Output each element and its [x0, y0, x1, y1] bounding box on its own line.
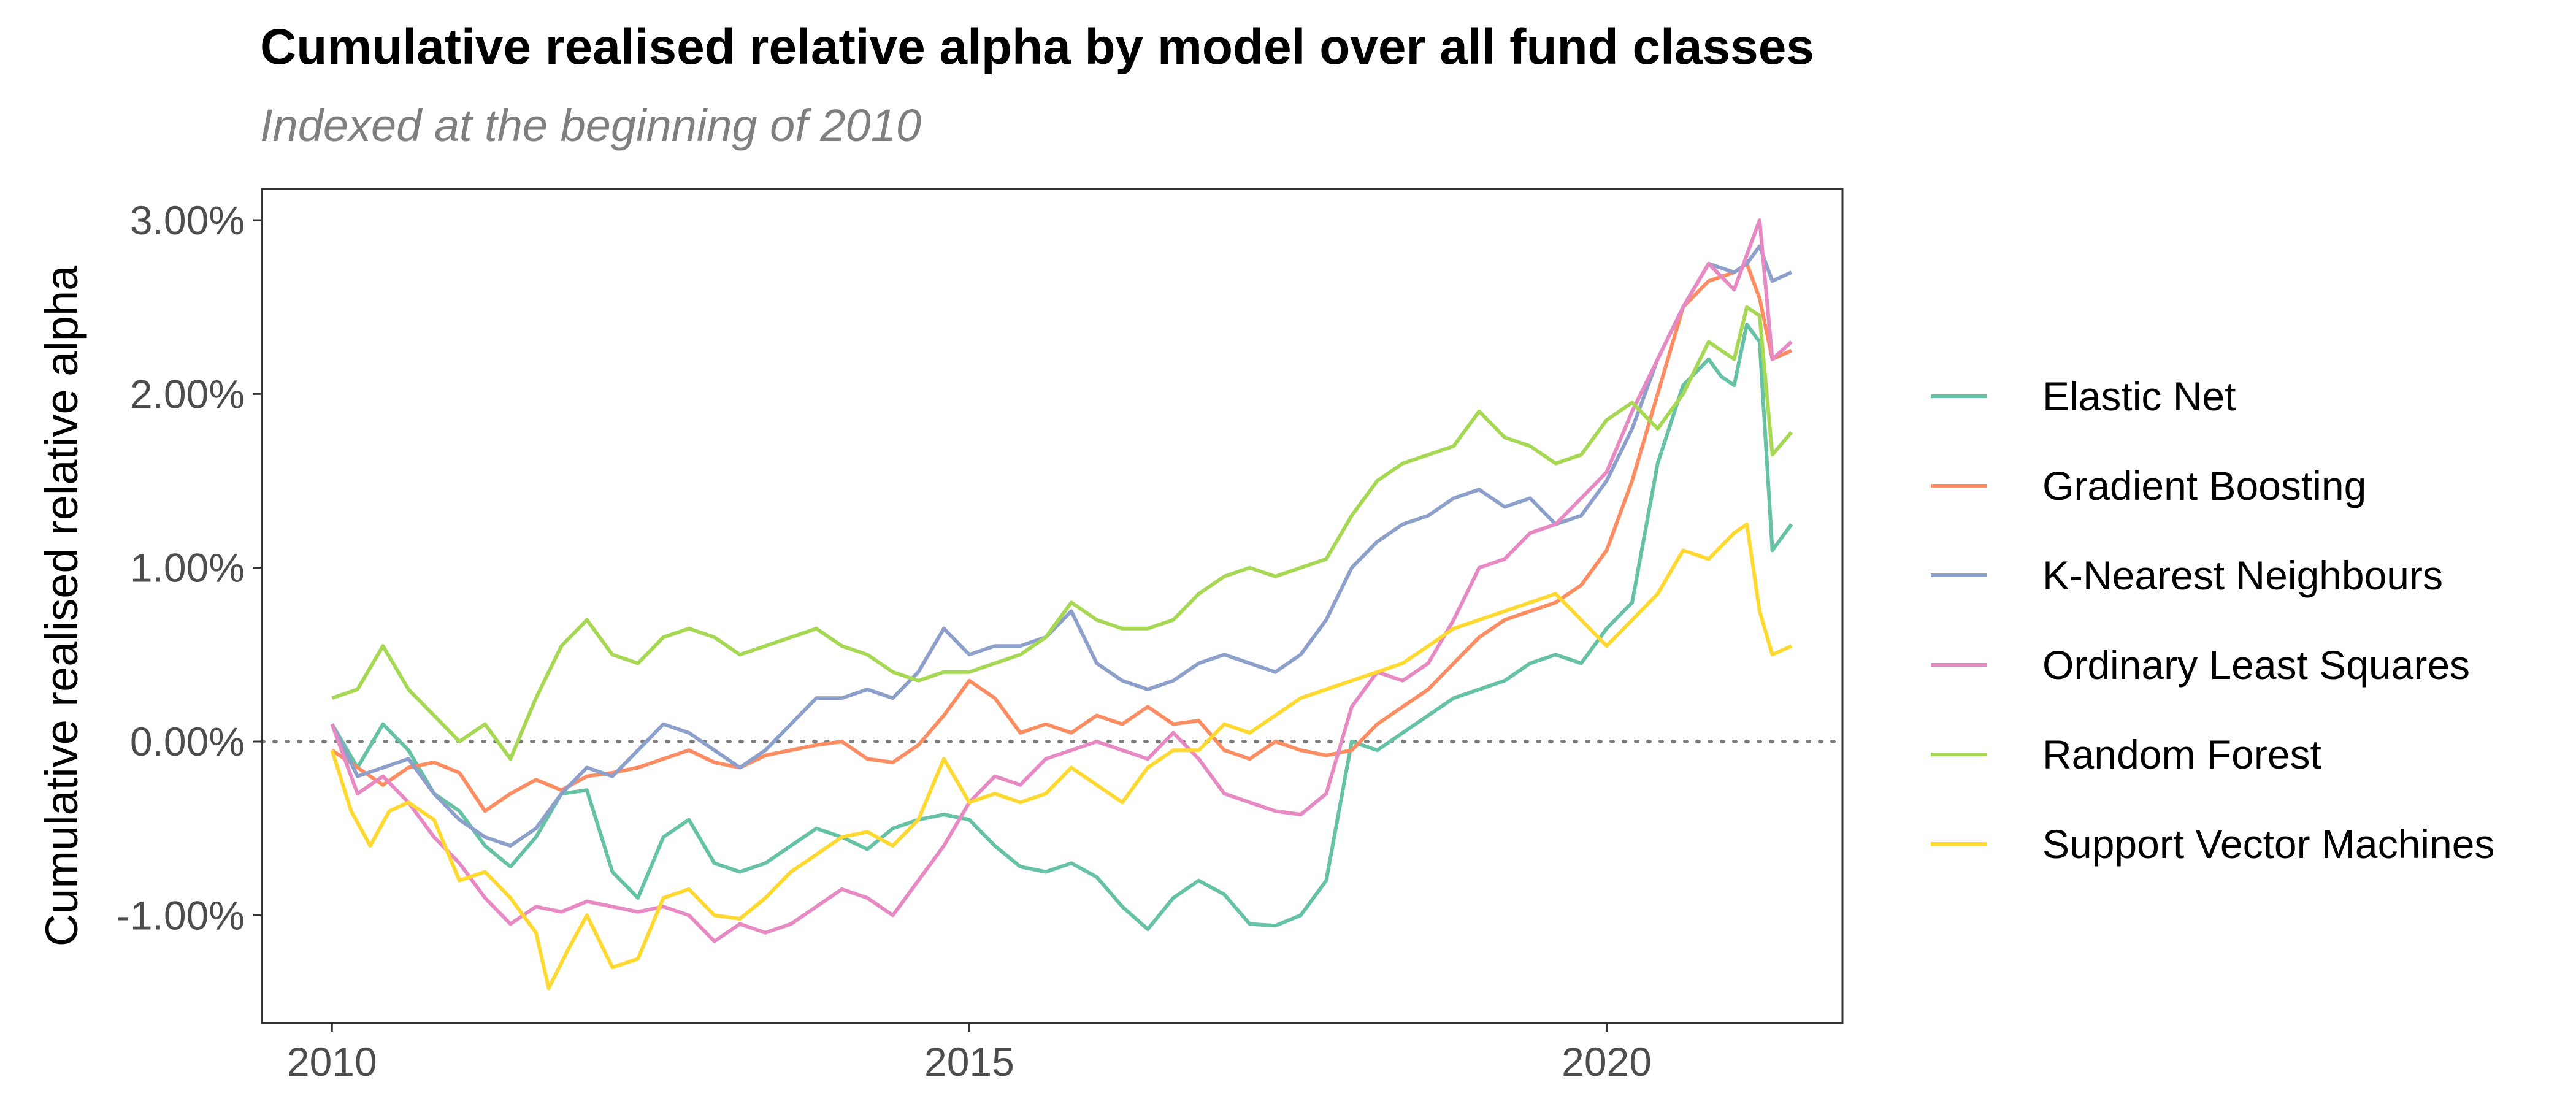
legend-label-gradient-boosting: Gradient Boosting [2042, 463, 2366, 508]
series-line-k-nearest-neighbours [330, 244, 1793, 848]
x-tick-label: 2015 [924, 1039, 1014, 1084]
y-tick-label: 1.00% [130, 545, 245, 591]
y-tick-label: -1.00% [117, 892, 245, 938]
y-tick-label: 3.00% [130, 197, 245, 243]
legend: Elastic Net Gradient Boosting K-Nearest Ne… [1931, 374, 2494, 867]
y-tick-label: 2.00% [130, 371, 245, 416]
legend-label-support-vector-machines: Support Vector Machines [2042, 821, 2494, 867]
y-axis-label: Cumulative realised relative alpha [36, 265, 87, 946]
y-tick-label: 0.00% [130, 719, 245, 764]
x-tick-label: 2020 [1562, 1039, 1652, 1084]
legend-label-ordinary-least-squares: Ordinary Least Squares [2042, 642, 2470, 688]
legend-label-k-nearest-neighbours: K-Nearest Neighbours [2042, 553, 2443, 598]
series-line-elastic-net [330, 323, 1793, 931]
plot-area [260, 218, 1844, 991]
series-line-support-vector-machines [330, 522, 1793, 991]
chart-subtitle: Indexed at the beginning of 2010 [260, 100, 922, 151]
x-tick-label: 2010 [287, 1039, 377, 1084]
panel-border [261, 188, 1844, 1024]
x-axis: 2010 2015 2020 [287, 1023, 1652, 1084]
y-axis: -1.00% 0.00% 1.00% 2.00% 3.00% [117, 197, 262, 938]
series-line-ordinary-least-squares [330, 218, 1793, 943]
legend-label-random-forest: Random Forest [2042, 732, 2321, 777]
legend-label-elastic-net: Elastic Net [2042, 374, 2236, 419]
chart-title: Cumulative realised relative alpha by mo… [260, 19, 1814, 75]
series-line-gradient-boosting [331, 261, 1793, 813]
series-line-random-forest [331, 305, 1793, 761]
